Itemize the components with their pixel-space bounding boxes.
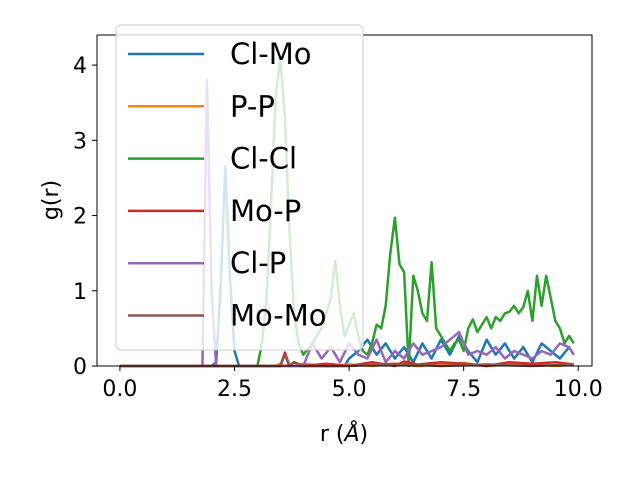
legend-label-p-p: P-P — [230, 89, 275, 123]
y-tick-label: 4 — [73, 54, 87, 79]
legend-label-mo-mo: Mo-Mo — [230, 299, 327, 333]
legend: Cl-Mo P-P Cl-Cl Mo-P Cl-P Mo-Mo — [115, 24, 364, 351]
x-axis-ticks: 0.0 2.5 5.0 7.5 10.0 — [102, 366, 603, 402]
legend-label-cl-mo: Cl-Mo — [230, 37, 312, 71]
x-axis-label: r (Å) — [320, 420, 368, 447]
series-line-cl-cl — [119, 56, 575, 368]
x-tick-label: 10.0 — [554, 377, 603, 402]
legend-entries: Cl-Mo P-P Cl-Cl Mo-P Cl-P Mo-Mo — [128, 37, 327, 333]
x-tick-label: 7.5 — [446, 377, 481, 402]
legend-label-mo-p: Mo-P — [230, 194, 301, 228]
legend-label-cl-p: Cl-P — [230, 246, 286, 280]
y-tick-label: 2 — [73, 205, 87, 230]
x-tick-label: 5.0 — [332, 377, 367, 402]
x-tick-label: 0.0 — [102, 377, 137, 402]
y-tick-label: 1 — [73, 280, 87, 305]
y-tick-label: 0 — [73, 355, 87, 380]
legend-label-cl-cl: Cl-Cl — [230, 142, 297, 176]
y-axis-ticks: 0 1 2 3 4 — [73, 54, 97, 380]
x-axis-label-symbol: Å — [342, 420, 359, 447]
x-axis-label-suffix: ) — [360, 422, 369, 447]
x-tick-label: 2.5 — [217, 377, 252, 402]
y-axis-label: g(r) — [39, 180, 64, 220]
x-axis-label-text: r ( — [320, 422, 345, 447]
y-tick-label: 3 — [73, 129, 87, 154]
